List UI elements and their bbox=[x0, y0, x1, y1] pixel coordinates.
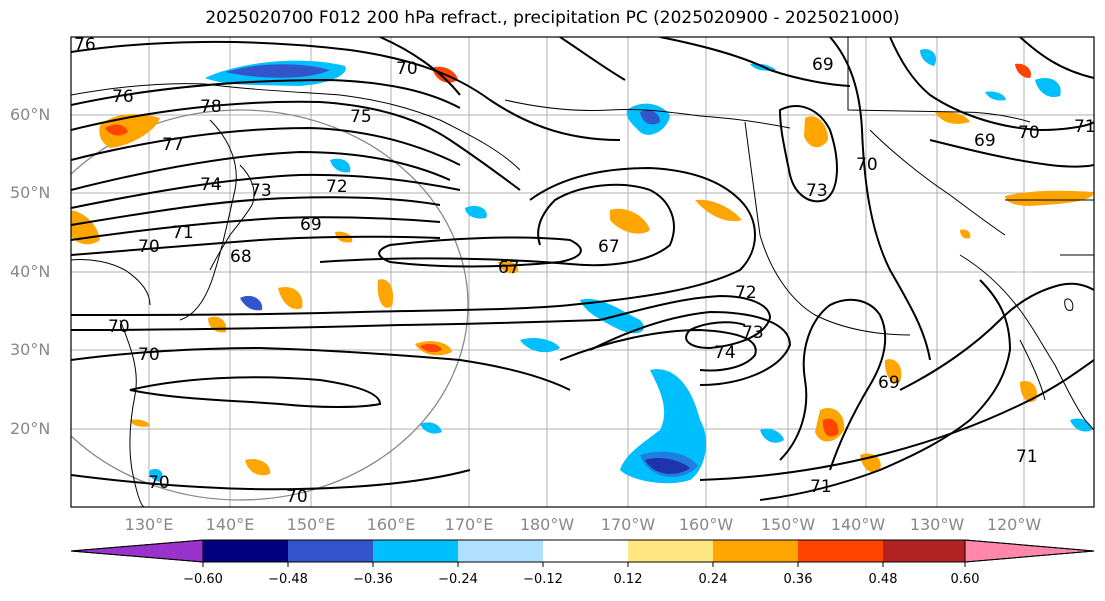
lon-label: 160°W bbox=[678, 515, 734, 534]
lon-label: 140°E bbox=[205, 515, 255, 534]
contour-label: 70 bbox=[138, 345, 160, 365]
colorbar-segment bbox=[883, 540, 965, 562]
lat-label: 60°N bbox=[10, 105, 51, 124]
contour-label: 78 bbox=[200, 97, 222, 117]
contour-label: 69 bbox=[300, 215, 322, 235]
colorbar-tick-label: 0.24 bbox=[698, 572, 728, 587]
range-circle bbox=[71, 109, 469, 501]
contour-label: 69 bbox=[878, 373, 900, 393]
contour-label: 73 bbox=[806, 181, 828, 201]
gridlines bbox=[71, 37, 1094, 507]
colorbar-segment bbox=[203, 540, 288, 562]
precip-negative-shading bbox=[149, 49, 1092, 484]
contour-label: 70 bbox=[138, 237, 160, 257]
refractivity-contours bbox=[71, 37, 1094, 501]
lat-label: 50°N bbox=[10, 183, 51, 202]
lon-label: 150°E bbox=[286, 515, 336, 534]
colorbar-segment bbox=[798, 540, 883, 562]
contour-label: 74 bbox=[200, 175, 222, 195]
lon-label: 170°W bbox=[600, 515, 656, 534]
colorbar-tick-label: 0.12 bbox=[613, 572, 643, 587]
contour-label: 74 bbox=[714, 343, 736, 363]
map-title: 2025020700 F012 200 hPa refract., precip… bbox=[205, 8, 900, 28]
colorbar bbox=[70, 539, 1095, 567]
contour-label: 76 bbox=[74, 35, 96, 55]
lon-label: 160°E bbox=[366, 515, 416, 534]
colorbar-segment bbox=[373, 540, 458, 562]
contour-label: 73 bbox=[250, 181, 272, 201]
lon-label: 180°W bbox=[519, 515, 575, 534]
colorbar-segment bbox=[458, 540, 543, 562]
coastlines bbox=[71, 37, 1094, 507]
colorbar-segment bbox=[628, 540, 713, 562]
lat-label: 40°N bbox=[10, 262, 51, 281]
contour-label: 69 bbox=[974, 131, 996, 151]
colorbar-tick-label: −0.36 bbox=[353, 572, 393, 587]
lon-label: 150°W bbox=[760, 515, 816, 534]
colorbar-tick-label: −0.60 bbox=[183, 572, 223, 587]
contour-label: 77 bbox=[162, 135, 184, 155]
map-frame bbox=[70, 36, 1095, 508]
lat-label: 20°N bbox=[10, 419, 51, 438]
colorbar-tick-label: 0.48 bbox=[868, 572, 898, 587]
lon-label: 120°W bbox=[986, 515, 1042, 534]
colorbar-tick-label: −0.12 bbox=[523, 572, 563, 587]
colorbar-tick-label: 0.60 bbox=[950, 572, 980, 587]
colorbar-extend-low bbox=[70, 539, 204, 563]
contour-label: 71 bbox=[1016, 447, 1038, 467]
contour-label: 67 bbox=[498, 258, 520, 278]
colorbar-segment bbox=[713, 540, 798, 562]
lon-label: 130°W bbox=[909, 515, 965, 534]
contour-label: 72 bbox=[735, 283, 757, 303]
colorbar-tick-label: 0.36 bbox=[783, 572, 813, 587]
lon-label: 170°E bbox=[444, 515, 494, 534]
contour-label: 71 bbox=[172, 223, 194, 243]
contour-label: 70 bbox=[1018, 123, 1040, 143]
contour-label: 70 bbox=[856, 155, 878, 175]
contour-label: 70 bbox=[286, 487, 308, 507]
contour-label: 67 bbox=[598, 237, 620, 257]
contour-label-group: 76 76 78 75 77 74 73 72 71 70 69 68 67 6… bbox=[74, 35, 1096, 507]
colorbar-segment bbox=[543, 540, 628, 562]
lon-label: 140°W bbox=[830, 515, 886, 534]
contour-label: 68 bbox=[230, 247, 252, 267]
contour-label: 75 bbox=[350, 107, 372, 127]
colorbar-tick-label: −0.48 bbox=[268, 572, 308, 587]
colorbar-tick-label: −0.24 bbox=[438, 572, 478, 587]
contour-label: 76 bbox=[112, 87, 134, 107]
contour-label: 73 bbox=[742, 323, 764, 343]
contour-label: 70 bbox=[148, 473, 170, 493]
contour-label: 70 bbox=[396, 59, 418, 79]
contour-label: 72 bbox=[326, 177, 348, 197]
colorbar-extend-high bbox=[964, 539, 1095, 563]
contour-label: 71 bbox=[810, 477, 832, 497]
contour-label: 70 bbox=[108, 317, 130, 337]
contour-label: 71 bbox=[1074, 117, 1096, 137]
colorbar-segment bbox=[288, 540, 373, 562]
lat-label: 30°N bbox=[10, 340, 51, 359]
lon-label: 130°E bbox=[124, 515, 174, 534]
contour-label: 69 bbox=[812, 55, 834, 75]
